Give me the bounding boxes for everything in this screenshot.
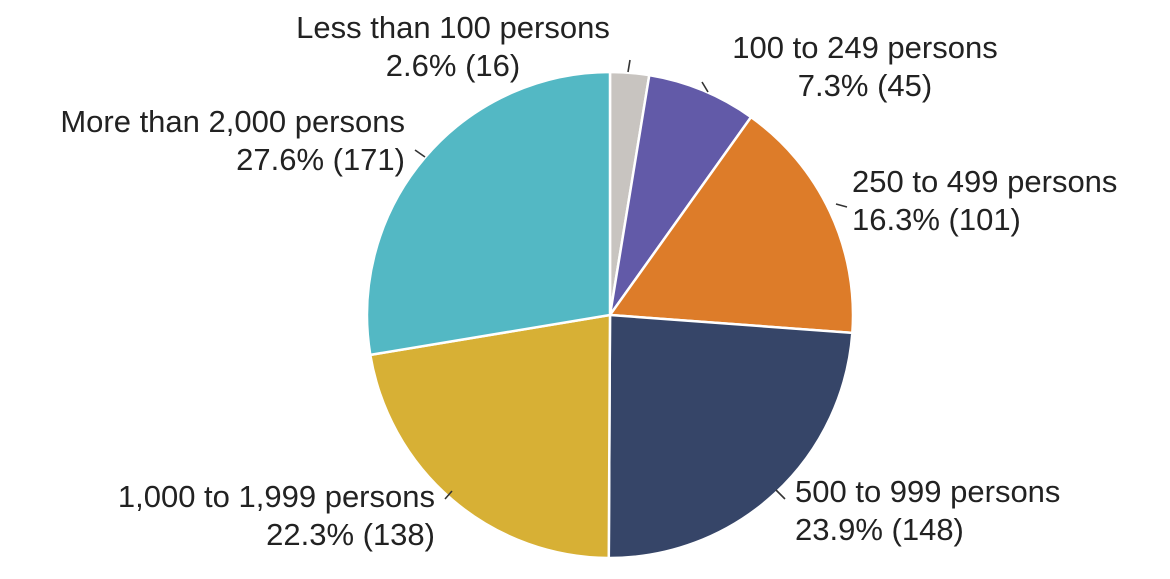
slice-category-label: 500 to 999 persons [795, 474, 1060, 509]
pie-slice [608, 73, 753, 316]
slice-category-label: Less than 100 persons [296, 10, 610, 45]
leader-lines [414, 59, 848, 500]
pie-slice [607, 313, 854, 560]
leader-line [444, 490, 453, 500]
slice-category-label: 100 to 249 persons [732, 30, 997, 65]
leader-line [414, 149, 426, 158]
slice-category-label: 250 to 499 persons [852, 164, 1117, 199]
slice-value-label: 7.3% (45) [798, 68, 932, 103]
slice-category-label: More than 2,000 persons [60, 104, 405, 139]
slice-value-label: 27.6% (171) [236, 142, 405, 177]
slice-value-label: 2.6% (16) [386, 48, 520, 83]
slice-value-label: 22.3% (138) [266, 517, 435, 552]
slices-layer [365, 70, 855, 560]
slice-value-label: 16.3% (101) [852, 202, 1021, 237]
leader-line [775, 489, 786, 500]
slice-value-label: 23.9% (148) [795, 512, 964, 547]
pie-slice [607, 115, 855, 335]
leader-line [627, 59, 631, 73]
leader-line [835, 203, 848, 208]
leader-line [701, 81, 709, 93]
slice-category-label: 1,000 to 1,999 persons [118, 479, 435, 514]
pie-slice [365, 70, 612, 357]
pie-slice [368, 313, 612, 560]
